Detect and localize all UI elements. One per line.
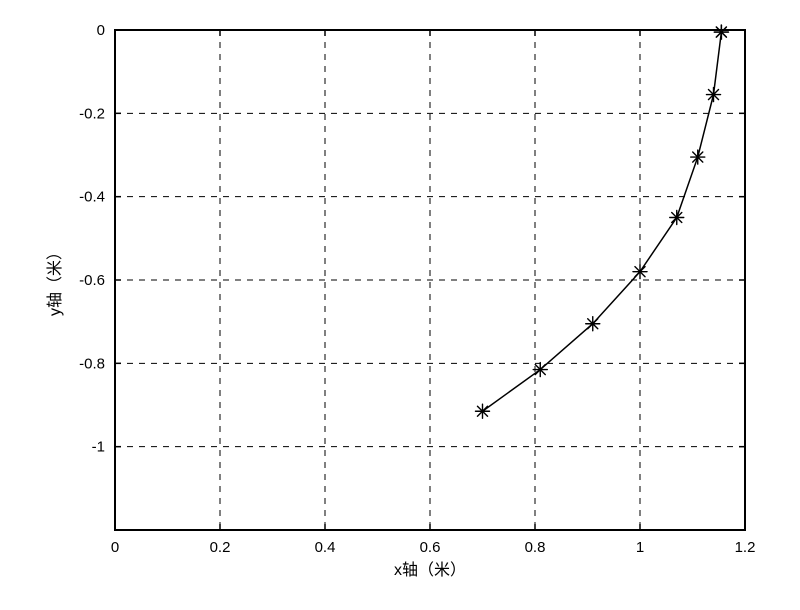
- marker-asterisk: [691, 150, 705, 164]
- marker-asterisk: [586, 317, 600, 331]
- x-axis-label: x轴（米）: [394, 561, 466, 579]
- chart-container: 0 0.2 0.4 0.6 0.8 1 1.2 -1 -0.8 -0.6 -0.4 -0.2 0 x轴（米…: [0, 0, 800, 610]
- x-tick-label: 1: [636, 539, 644, 556]
- x-tick-label: 0.8: [525, 539, 546, 556]
- marker-asterisk: [707, 88, 721, 102]
- y-tick-label: -0.8: [79, 355, 105, 372]
- x-tick-label: 0.6: [420, 539, 441, 556]
- x-tick-label: 0: [111, 539, 119, 556]
- marker-asterisk: [670, 211, 684, 225]
- marker-asterisk: [476, 404, 490, 418]
- marker-asterisk: [633, 265, 647, 279]
- y-axis-label: y轴（米）: [46, 244, 64, 316]
- y-tick-label: -1: [92, 439, 105, 456]
- x-tick-label: 0.4: [315, 539, 336, 556]
- x-tick-label: 1.2: [735, 539, 756, 556]
- y-tick-label: -0.2: [79, 105, 105, 122]
- marker-asterisk: [533, 363, 547, 377]
- y-tick-label: -0.6: [79, 272, 105, 289]
- marker-asterisk: [714, 25, 728, 39]
- x-tick-label: 0.2: [210, 539, 231, 556]
- chart-svg: 0 0.2 0.4 0.6 0.8 1 1.2 -1 -0.8 -0.6 -0.4 -0.2 0 x轴（米…: [0, 0, 800, 610]
- y-tick-label: 0: [97, 22, 105, 39]
- y-tick-label: -0.4: [79, 189, 105, 206]
